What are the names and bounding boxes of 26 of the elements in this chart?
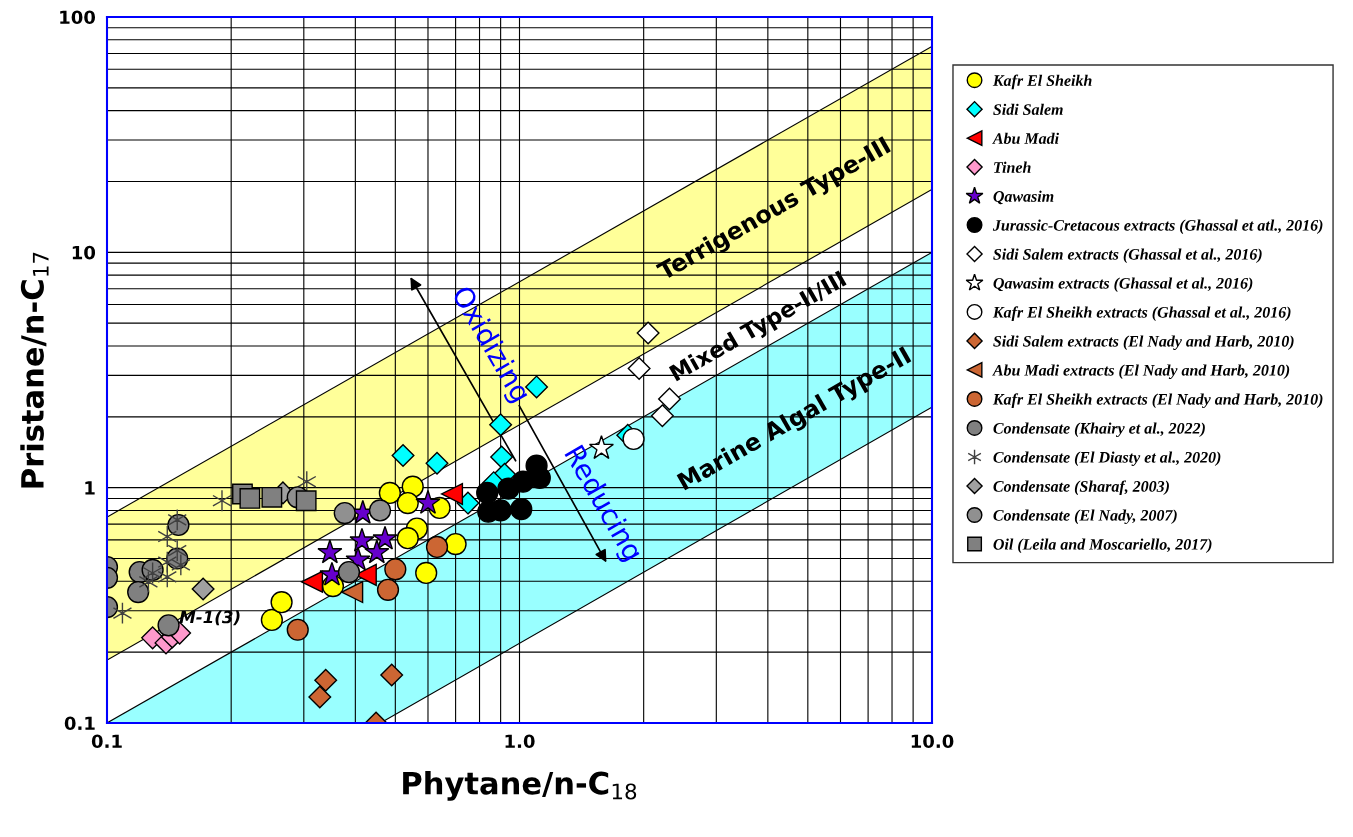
legend-label: Abu Madi [992, 132, 1059, 144]
legend-label: Qawasim extracts (Ghassal et al., 2016) [993, 277, 1253, 292]
legend-label: Condensate (El Diasty et al., 2020) [993, 451, 1221, 467]
legend-label: Oil (Leila and Moscariello, 2017) [993, 538, 1212, 553]
legend-label: Jurassic-Cretacous extracts (Ghassal et atl., 2016) [992, 219, 1323, 234]
x-axis-title: Phytane/n-C$_{18}$ [403, 771, 637, 801]
y-axis-title: Pristane/n-C$_{17}$ [20, 252, 49, 488]
legend-label: Sidi Salem [993, 103, 1063, 115]
legend-label: Tineh [994, 161, 1031, 173]
x-tick-label: 10.0 [911, 734, 954, 749]
y-tick-label: 1 [85, 481, 95, 495]
legend-label: Kafr El Sheikh extracts (Ghassal et al., 2016) [992, 306, 1291, 321]
legend-label: Kafr El Sheikh [992, 74, 1092, 90]
legend-label: Qawasim [993, 190, 1054, 205]
y-tick-label: 10 [72, 245, 96, 260]
x-tick-label: 1.0 [505, 734, 535, 749]
legend-label: Condensate (Khairy et al., 2022) [993, 422, 1205, 438]
y-tick-label: 0.1 [64, 716, 95, 731]
x-tick-label: 0.1 [91, 734, 122, 749]
legend-label: Sidi Salem extracts (Ghassal et al., 2016) [993, 248, 1262, 263]
legend-label: Condensate (El Nady, 2007) [993, 509, 1177, 525]
legend-label: Abu Madi extracts (El Nady and Harb, 2010) [992, 364, 1290, 379]
legend-label: Kafr El Sheikh extracts (El Nady and Harb, 2010) [992, 393, 1323, 409]
y-tick-label: 100 [60, 10, 96, 25]
legend-label: Sidi Salem extracts (El Nady and Harb, 2010) [993, 335, 1294, 350]
legend-label: Condensate (Sharaf, 2003) [993, 480, 1169, 496]
